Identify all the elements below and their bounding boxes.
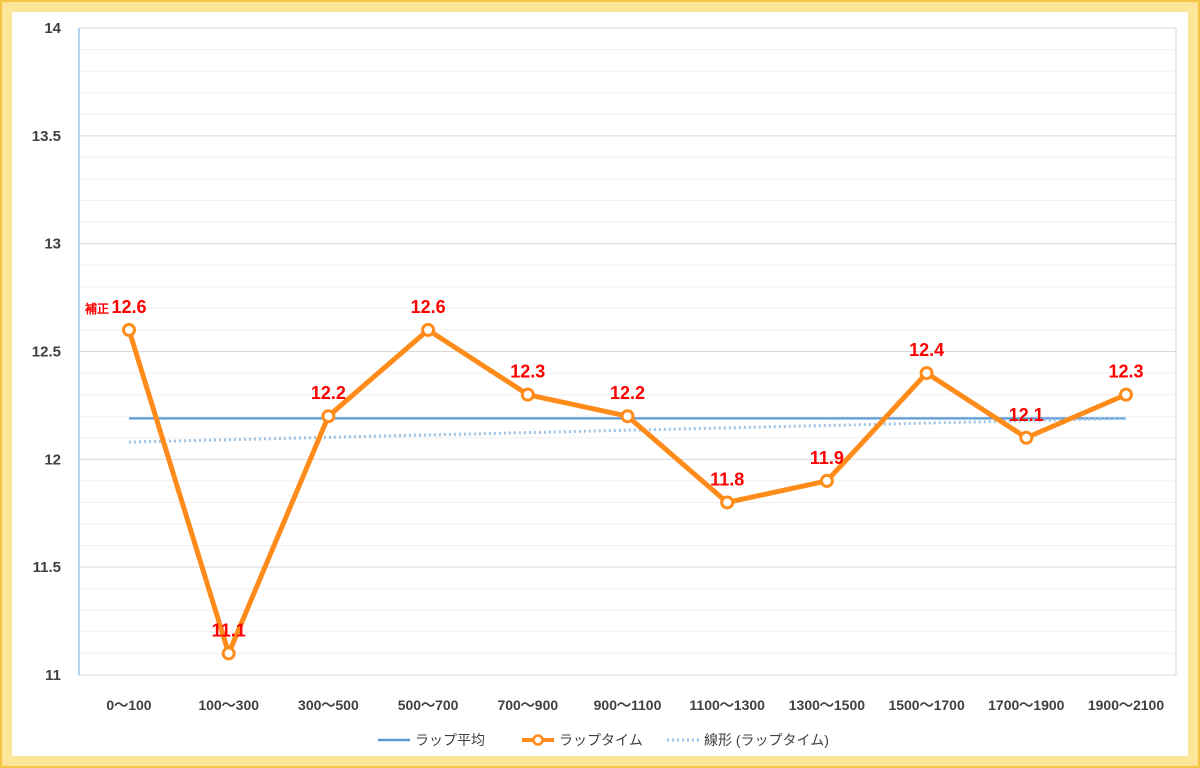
data-label: 12.1 <box>1009 405 1044 425</box>
legend-label: 線形 (ラップタイム) <box>704 732 829 748</box>
legend-label: ラップタイム <box>559 732 643 748</box>
data-label: 12.3 <box>1108 362 1143 382</box>
data-label: 12.3 <box>510 362 545 382</box>
y-tick-label: 12.5 <box>32 344 61 361</box>
x-tick-label: 900～1100 <box>594 697 662 713</box>
legend-swatch-marker <box>532 734 544 746</box>
legend-label: ラップ平均 <box>415 732 485 748</box>
data-label-prefix: 補正 <box>84 301 109 316</box>
lap-time-point <box>520 387 535 402</box>
lap-time-point <box>321 409 336 424</box>
y-tick-label: 11 <box>45 667 61 684</box>
data-label: 11.1 <box>212 620 246 640</box>
data-label: 12.4 <box>909 340 944 360</box>
x-tick-label: 1300～1500 <box>789 697 866 713</box>
x-tick-label: 0～100 <box>106 697 151 713</box>
data-label: 12.6 <box>411 297 446 317</box>
data-label: 12.6 <box>111 297 146 317</box>
x-tick-label: 1700～1900 <box>988 697 1065 713</box>
lap-time-point <box>122 322 136 337</box>
lap-time-point <box>1119 387 1133 402</box>
lap-time-point <box>421 322 436 337</box>
x-tick-label: 1500～1700 <box>888 697 965 713</box>
lap-time-point <box>620 409 635 424</box>
lap-time-point <box>720 495 735 510</box>
lap-time-point <box>221 646 236 661</box>
y-tick-label: 12 <box>44 451 61 468</box>
data-label: 11.9 <box>810 448 844 468</box>
y-tick-label: 11.5 <box>33 559 61 576</box>
y-tick-label: 13.5 <box>32 128 61 145</box>
data-label: 12.2 <box>610 383 645 403</box>
x-tick-label: 100～300 <box>198 697 259 713</box>
series-line-trend <box>128 416 1127 444</box>
y-tick-label: 14 <box>44 20 61 37</box>
x-tick-label: 1900～2100 <box>1088 697 1165 713</box>
x-tick-label: 300～500 <box>298 697 359 713</box>
x-tick-label: 700～900 <box>497 697 558 713</box>
lap-time-chart: 14 13.5 13 12.5 12 11.5 11 0～100 100～300 300～500 5… <box>32 20 1177 748</box>
lap-time-point <box>1019 430 1034 445</box>
lap-time-point <box>919 366 934 381</box>
lap-time-point <box>819 473 834 488</box>
x-tick-label: 500～700 <box>398 697 459 713</box>
y-tick-label: 13 <box>44 236 61 253</box>
chart-area: 14 13.5 13 12.5 12 11.5 11 0～100 100～300 300～500 5… <box>12 12 1188 756</box>
data-label: 11.8 <box>710 469 744 489</box>
x-tick-label: 1100～1300 <box>689 697 765 713</box>
data-label: 12.2 <box>311 383 346 403</box>
